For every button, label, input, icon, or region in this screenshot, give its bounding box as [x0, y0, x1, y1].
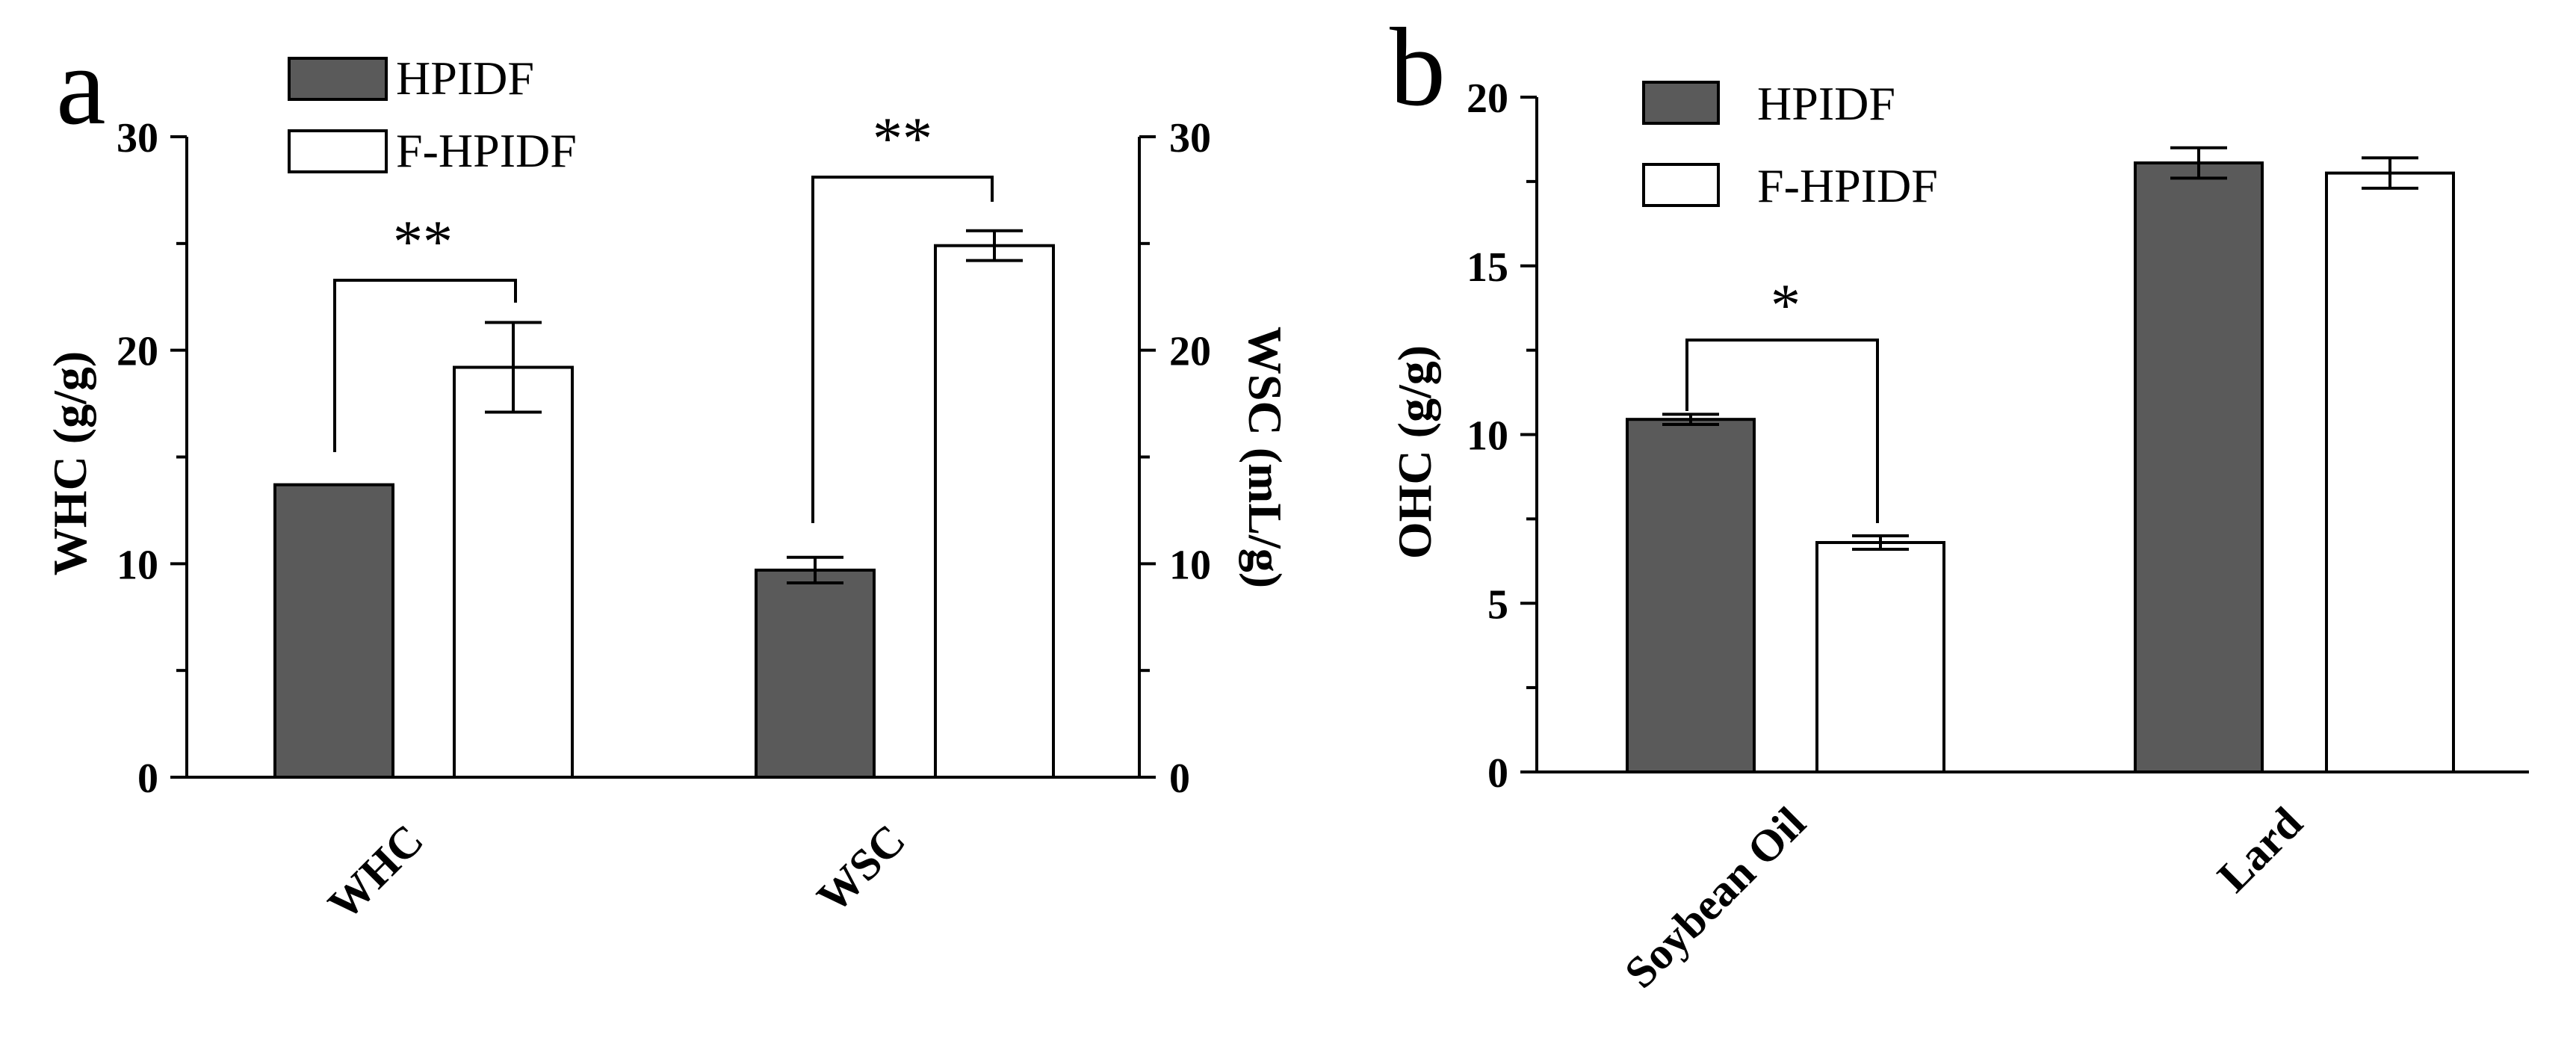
legend-swatch-hpidf: [288, 57, 388, 101]
panel-b-letter: b: [1390, 5, 1446, 129]
bar-f-hpidf-lard: [2325, 171, 2455, 773]
panel-a-y-axis-title: WHC (g/g): [43, 351, 96, 575]
panel-a-right-tick-label: 30: [1169, 115, 1211, 161]
panel-b: b HPIDF F-HPIDF 0 5 10 15 20 OHC (g/g) S…: [1388, 5, 2529, 998]
legend-swatch-hpidf: [1642, 81, 1720, 125]
panel-b-legend: HPIDF F-HPIDF: [1642, 77, 1938, 212]
error-bar: [787, 555, 843, 585]
panel-a-left-tick-label: 10: [117, 542, 158, 588]
error-bar: [966, 229, 1023, 262]
legend-label-hpidf: HPIDF: [396, 52, 534, 105]
error-bar: [485, 321, 542, 414]
panel-b-tick-label: 0: [1487, 750, 1508, 797]
panel-b-tick-label: 15: [1467, 244, 1508, 291]
bar-hpidf-soybean-oil: [1626, 418, 1756, 773]
bar-hpidf-lard: [2134, 161, 2264, 774]
panel-a-sig-whc: **: [393, 209, 453, 275]
error-bar: [1662, 413, 1719, 426]
panel-a-left-tick-label: 20: [117, 329, 158, 375]
error-bar: [2170, 146, 2227, 180]
panel-b-bracket-soybean-oil: [1685, 339, 1879, 523]
panel-b-tick-label: 20: [1467, 75, 1508, 122]
panel-a-right-tick-label: 10: [1169, 542, 1211, 588]
panel-b-category-label: Lard: [2208, 798, 2312, 902]
panel-a-left-tick-label: 30: [117, 115, 158, 161]
panel-b-ticks: [1520, 96, 1537, 773]
error-bar: [2362, 156, 2418, 190]
panel-a-right-axis-title: WSC (mL/g): [1239, 327, 1292, 588]
panel-b-tick-label: 10: [1467, 413, 1508, 460]
panel-a-category-label: WHC: [318, 815, 433, 930]
panel-b-bars: [1626, 146, 2455, 774]
panel-a-bracket-whc: [333, 279, 517, 452]
panel-a-letter: a: [56, 24, 106, 148]
bar-hpidf-whc: [273, 483, 394, 779]
legend-swatch-f-hpidf: [288, 129, 388, 173]
panel-a-bracket-wsc: [811, 176, 994, 523]
error-bar: [1852, 534, 1909, 552]
panel-a-right-tick-label: 0: [1169, 756, 1190, 802]
panel-b-y-axis-title: OHC (g/g): [1388, 345, 1441, 559]
legend-swatch-f-hpidf: [1642, 163, 1720, 207]
panel-a-right-tick-label: 20: [1169, 329, 1211, 375]
panel-a-category-label: WSC: [808, 815, 914, 922]
panel-a-bars: [273, 229, 1055, 779]
panel-a-legend: HPIDF F-HPIDF: [288, 52, 577, 177]
bar-f-hpidf-wsc: [934, 244, 1055, 779]
panel-a-sig-wsc: **: [873, 106, 932, 172]
bar-f-hpidf-whc: [453, 365, 574, 779]
legend-label-hpidf: HPIDF: [1757, 77, 1895, 130]
panel-b-tick-label: 5: [1487, 581, 1508, 628]
panel-b-sig-soybean-oil: *: [1771, 273, 1801, 339]
legend-label-f-hpidf: F-HPIDF: [1757, 159, 1938, 212]
panel-a-left-tick-label: 0: [137, 756, 158, 802]
bar-f-hpidf-soybean-oil: [1815, 540, 1945, 773]
bar-hpidf-wsc: [755, 568, 876, 779]
panel-a: a HPIDF F-HPIDF 0 10 20 30 0 10 20 30 WH…: [43, 24, 1292, 929]
panel-b-category-label: Soybean Oil: [1615, 798, 1815, 998]
legend-label-f-hpidf: F-HPIDF: [396, 124, 577, 177]
panel-a-ticks: [170, 135, 1156, 779]
